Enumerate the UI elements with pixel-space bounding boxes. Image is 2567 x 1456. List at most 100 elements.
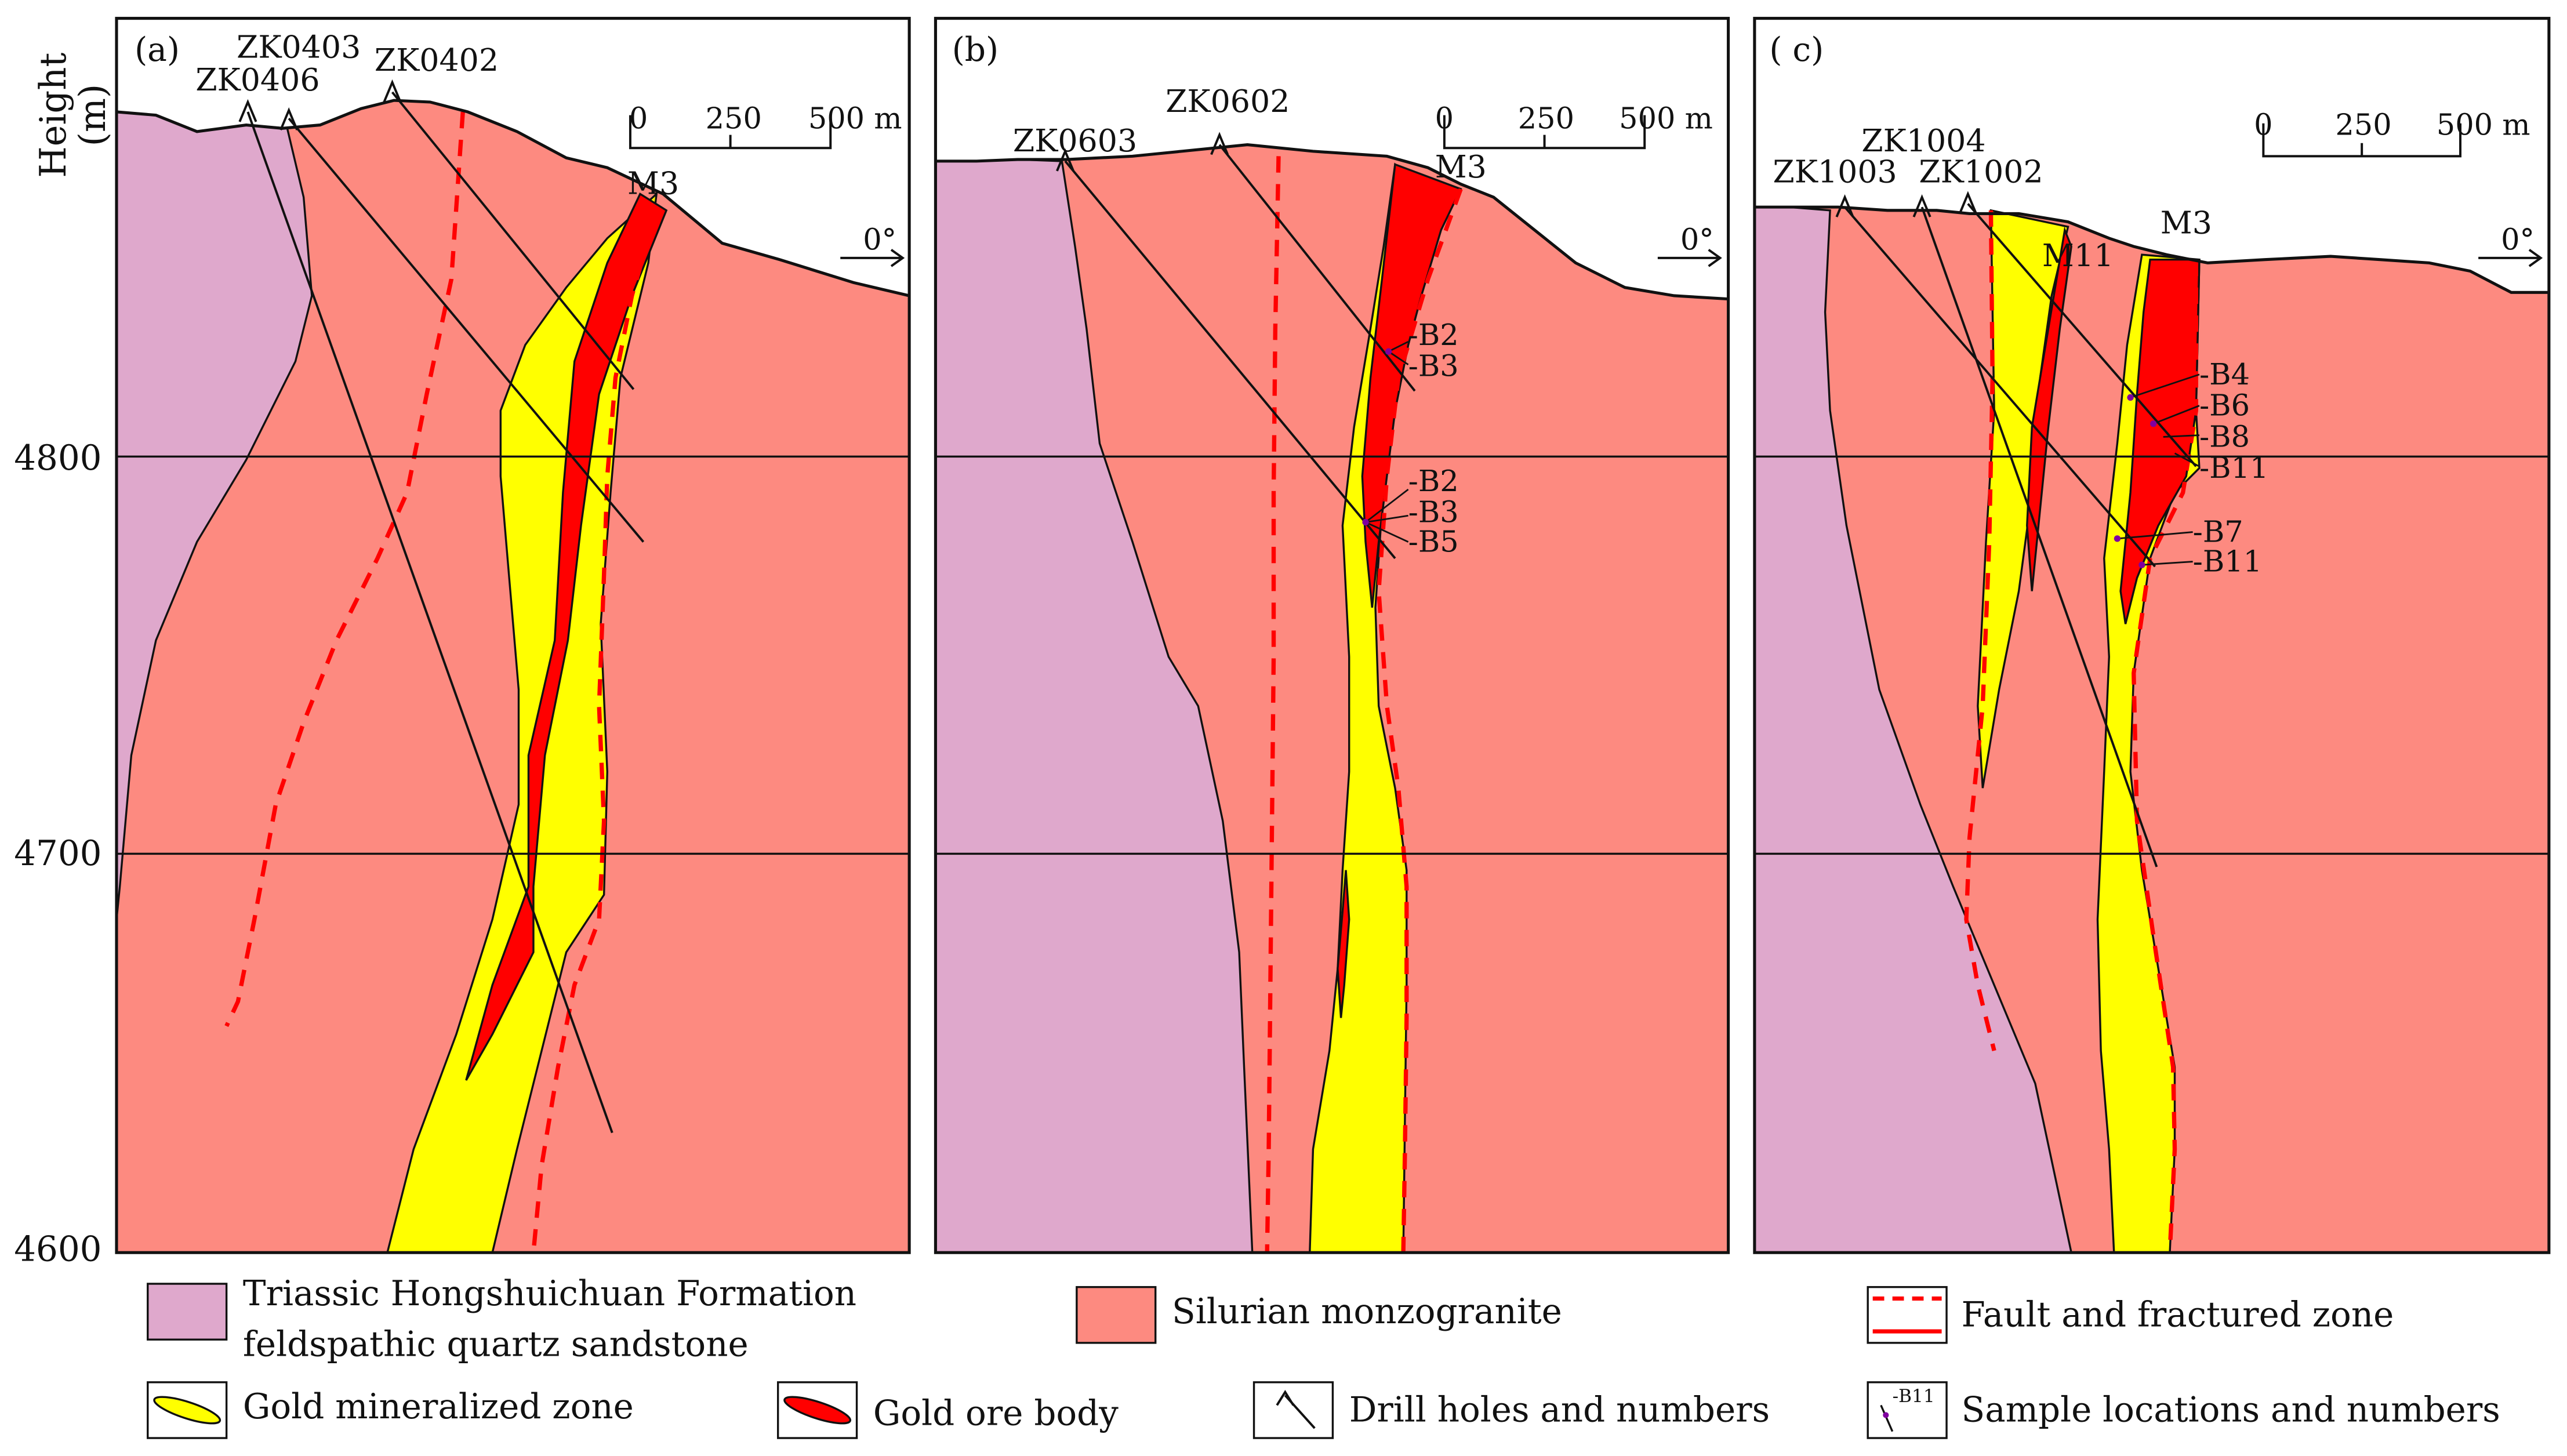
drill-hole-arrow-icon xyxy=(1276,1390,1295,1406)
dip-label: 0° xyxy=(863,223,896,257)
drill-hole-arrow xyxy=(1210,132,1229,155)
sky-area xyxy=(1754,18,2549,293)
scale-label: 500 m xyxy=(1619,101,1713,136)
legend-label-ore-body: Gold ore body xyxy=(873,1393,1119,1433)
panel-b: (b) ZK0603 ZK0602 M3 -B2 -B3 -B2 -B3 -B5… xyxy=(934,17,1730,1254)
drill-hole-arrow xyxy=(383,79,402,103)
drill-hole xyxy=(246,111,613,1134)
sample-label: -B7 xyxy=(2193,515,2243,550)
legend-label-sandstone-2: feldspathic quartz sandstone xyxy=(243,1325,749,1365)
mineralized-zone xyxy=(1977,209,2069,789)
ore-body-icon xyxy=(783,1396,852,1425)
dip-indicator: 0° xyxy=(840,223,905,267)
drill-hole xyxy=(1218,144,1416,392)
sample-label: -B8 xyxy=(2199,420,2250,454)
sample-label: -B5 xyxy=(1408,525,1459,560)
scale-label: 0 xyxy=(629,101,648,136)
panel-c: ( c) ZK1004 ZK1003 ZK1002 M11 M3 -B4 -B6… xyxy=(1753,17,2551,1254)
scale-label: 500 m xyxy=(808,101,902,136)
axis-title: Height xyxy=(32,53,74,178)
panel-frame xyxy=(115,17,911,1254)
tick-label-4600: 4600 xyxy=(14,1229,101,1269)
drill-hole xyxy=(288,118,645,543)
mineralized-zone-icon xyxy=(153,1396,222,1425)
drill-hole-arrow xyxy=(1835,194,1854,217)
panel-label: ( c) xyxy=(1769,31,1824,69)
ore-body-label: M11 xyxy=(2042,237,2114,274)
legend: Triassic Hongshuichuan Formation feldspa… xyxy=(147,1274,2500,1439)
scale-bar: 0 250 500 m xyxy=(2254,108,2530,158)
legend-label-drill-holes: Drill holes and numbers xyxy=(1349,1390,1770,1430)
drill-hole-label: ZK0602 xyxy=(1166,83,1290,119)
scale-label: 250 xyxy=(706,101,762,136)
sky-area xyxy=(935,18,1729,299)
sample-label: -B6 xyxy=(2199,389,2250,423)
ore-body-label: M3 xyxy=(1435,148,1487,185)
drill-hole-arrow xyxy=(279,107,299,130)
ore-body-label: M3 xyxy=(627,165,679,201)
drill-hole xyxy=(391,91,635,390)
ore-body xyxy=(2026,226,2072,591)
drill-hole xyxy=(1844,206,2156,568)
fault-line xyxy=(1265,156,1281,1253)
drill-hole-label: ZK0603 xyxy=(1013,122,1137,159)
drill-hole-arrow xyxy=(1912,194,1931,217)
sample-label: -B11 xyxy=(2193,545,2262,579)
sample-point-icon xyxy=(1883,1412,1889,1418)
sample-icon xyxy=(1880,1404,1894,1432)
panel-label: (b) xyxy=(952,31,999,69)
sample-label: -B2 xyxy=(1408,318,1459,353)
axis-unit: (m) xyxy=(71,84,114,147)
legend-label-mineralized-zone: Gold mineralized zone xyxy=(243,1387,634,1427)
legend-swatch-monzogranite xyxy=(1076,1286,1157,1344)
dip-label: 0° xyxy=(2501,223,2535,257)
legend-swatch-fault xyxy=(1867,1286,1948,1344)
sample-markers xyxy=(1362,340,1409,543)
sample-label: -B3 xyxy=(1408,350,1459,384)
sample-label: -B3 xyxy=(1408,496,1459,530)
sky-area xyxy=(116,18,910,296)
sample-label: -B2 xyxy=(1408,464,1459,499)
drill-hole-arrow xyxy=(1958,191,1977,215)
legend-label-fault: Fault and fractured zone xyxy=(1962,1295,2394,1335)
surface-line xyxy=(116,99,910,297)
dip-indicator: 0° xyxy=(1657,223,1722,267)
ore-body-label: M3 xyxy=(2161,204,2212,241)
legend-label-monzogranite: Silurian monzogranite xyxy=(1172,1292,1562,1332)
panel-frame xyxy=(934,17,1730,1254)
drill-hole xyxy=(1064,160,1396,560)
scale-bar: 0 250 500 m xyxy=(1435,101,1713,150)
legend-swatch-samples xyxy=(1867,1381,1948,1439)
ore-body xyxy=(1337,870,1350,1018)
drill-hole-label: ZK0406 xyxy=(195,61,319,98)
drill-hole-label: ZK1004 xyxy=(1861,122,1985,159)
dip-indicator: 0° xyxy=(2478,223,2543,267)
surface-line xyxy=(1754,205,2549,294)
drill-hole-label: ZK0402 xyxy=(375,42,499,78)
drill-hole-label: ZK1003 xyxy=(1773,154,1897,190)
drill-hole-label: ZK0403 xyxy=(237,29,361,66)
legend-label-sandstone-1: Triassic Hongshuichuan Formation xyxy=(243,1274,856,1314)
fault-line xyxy=(1964,210,1996,1051)
sample-label: -B4 xyxy=(2199,358,2250,392)
drill-hole-arrow xyxy=(1056,148,1075,172)
legend-sample-icon-text: -B11 xyxy=(1893,1386,1935,1407)
scale-label: 500 m xyxy=(2437,108,2530,143)
sample-label: -B11 xyxy=(2199,451,2268,485)
scale-label: 0 xyxy=(2254,108,2272,143)
y-axis: Height (m) 4800 4700 4600 xyxy=(14,53,114,1270)
panel-label: (a) xyxy=(135,31,180,69)
tick-label-4800: 4800 xyxy=(14,438,101,478)
sandstone-area xyxy=(1754,206,2072,1253)
ore-body xyxy=(465,193,668,1081)
scale-label: 0 xyxy=(1435,101,1454,136)
scale-bar: 0 250 500 m xyxy=(629,101,902,150)
fault-line xyxy=(531,209,659,1253)
drill-hole-label: ZK1002 xyxy=(1919,154,2043,190)
legend-swatch-sandstone xyxy=(147,1283,228,1341)
legend-swatch-drill-holes xyxy=(1252,1381,1334,1439)
fault-line xyxy=(224,111,465,1027)
panel-a: (a) ZK0403 ZK0406 ZK0402 M3 0 250 500 m … xyxy=(115,17,911,1254)
scale-label: 250 xyxy=(1518,101,1574,136)
